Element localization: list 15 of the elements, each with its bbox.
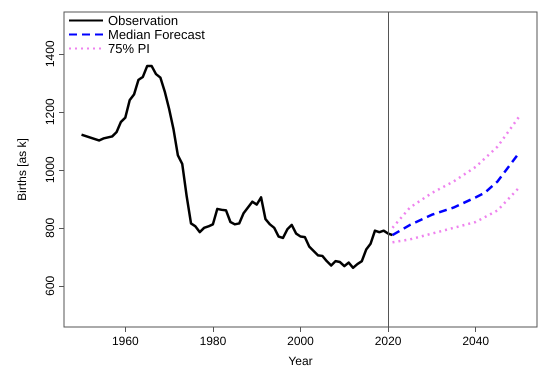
x-tick-label: 2020 bbox=[374, 334, 402, 348]
y-tick-label: 1400 bbox=[43, 40, 57, 68]
y-tick-label: 1200 bbox=[43, 98, 57, 126]
x-axis-title: Year bbox=[288, 354, 313, 368]
x-tick-label: 2040 bbox=[462, 334, 490, 348]
legend-label: Median Forecast bbox=[108, 27, 206, 42]
legend-label: 75% PI bbox=[108, 41, 150, 56]
x-tick-label: 1980 bbox=[200, 334, 227, 348]
y-tick-label: 800 bbox=[43, 217, 57, 238]
y-tick-label: 600 bbox=[43, 275, 57, 296]
y-axis-title: Births [as k] bbox=[15, 138, 29, 201]
legend-label: Observation bbox=[108, 13, 178, 28]
y-tick-label: 1000 bbox=[43, 156, 57, 184]
x-tick-label: 2000 bbox=[287, 334, 314, 348]
x-tick-label: 1960 bbox=[112, 334, 139, 348]
